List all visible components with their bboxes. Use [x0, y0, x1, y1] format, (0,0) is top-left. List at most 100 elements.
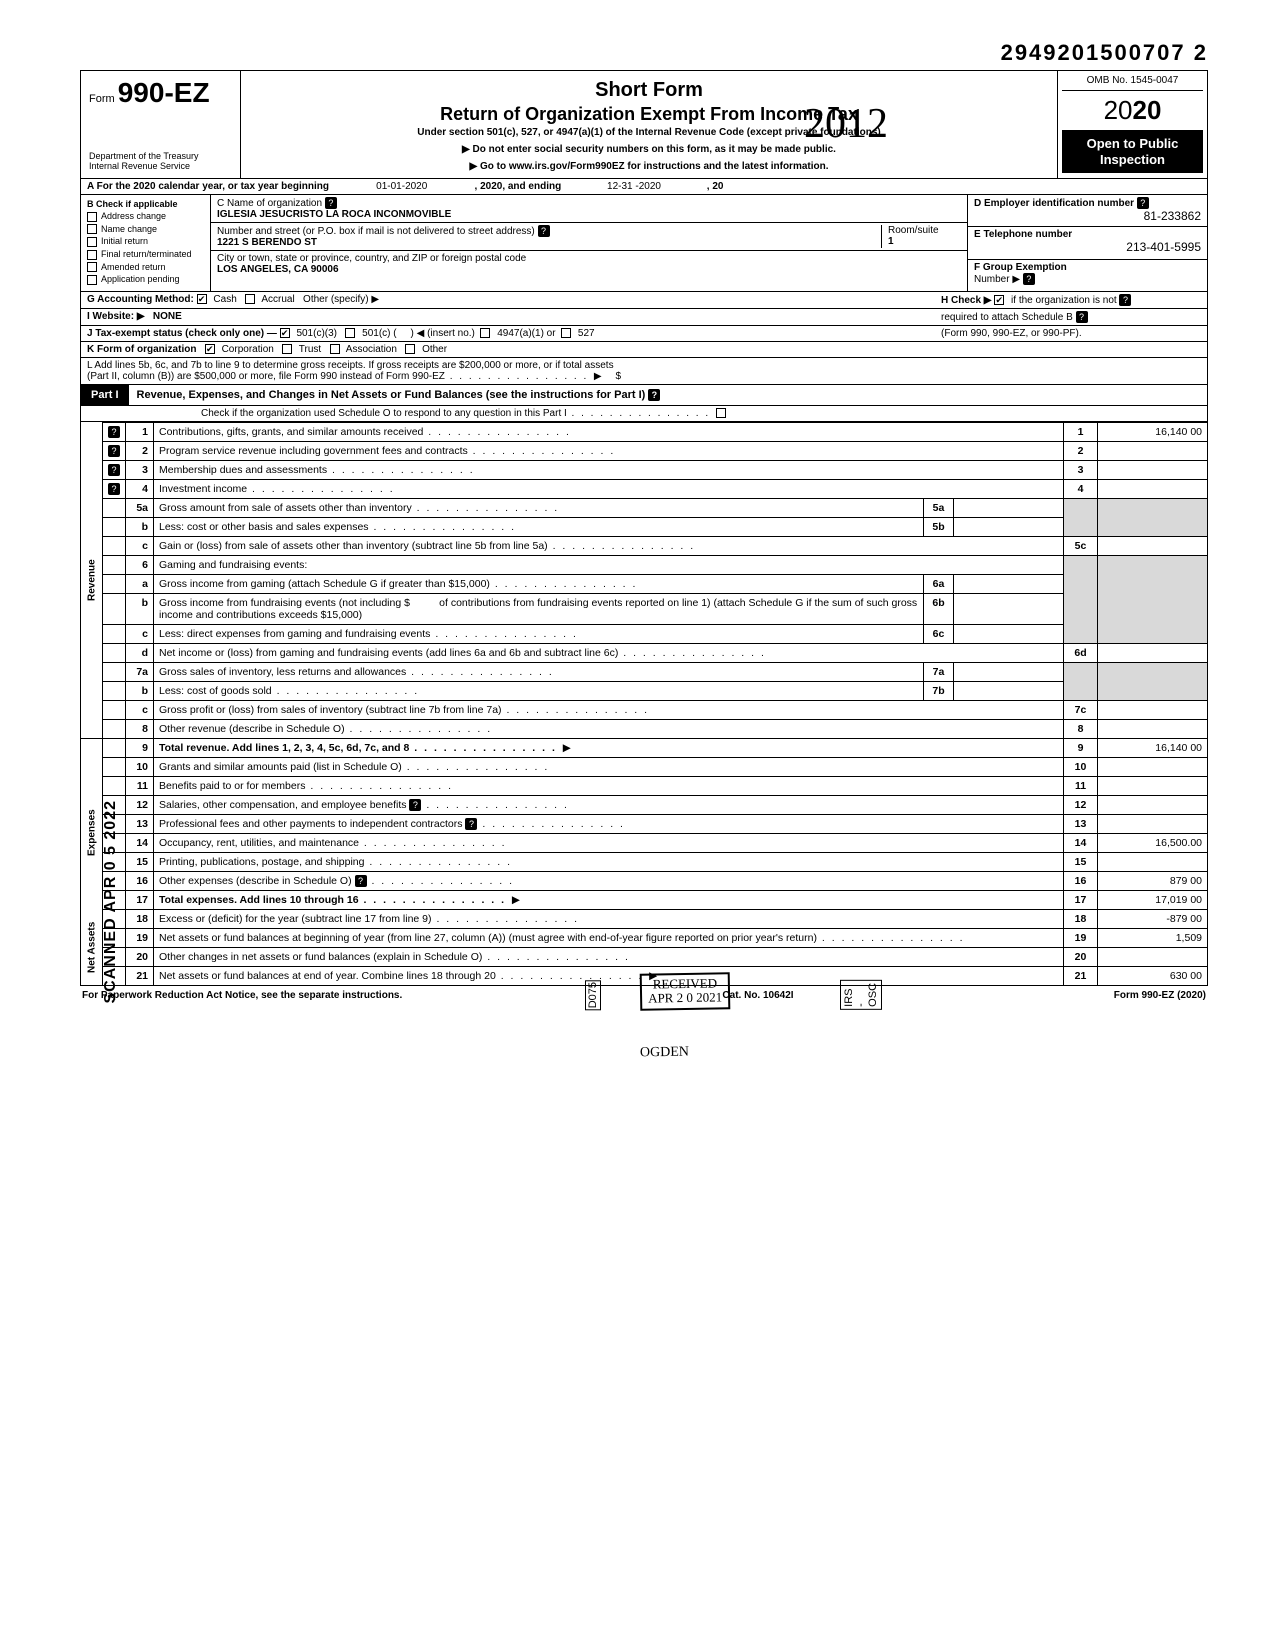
val-5a	[954, 498, 1064, 517]
amt-13	[1098, 814, 1208, 833]
line-6a: a Gross income from gaming (attach Sched…	[81, 574, 1208, 593]
help-icon: ?	[108, 426, 120, 438]
open-to-public: Open to Public Inspection	[1062, 130, 1203, 173]
line-7b: b Less: cost of goods sold 7b	[81, 681, 1208, 700]
received-stamp: RECEIVED APR 2 0 2021	[640, 972, 731, 1010]
ogden-stamp: OGDEN	[640, 1045, 689, 1062]
open1: Open to Public	[1064, 136, 1201, 152]
val-7a	[954, 662, 1064, 681]
chk-amended[interactable]: Amended return	[87, 262, 204, 273]
h-txt3: (Form 990, 990-EZ, or 990-PF).	[941, 328, 1082, 339]
e-lbl: E Telephone number	[974, 229, 1072, 240]
chk-trust[interactable]	[282, 344, 292, 354]
line-3: ? 3 Membership dues and assessments 3	[81, 460, 1208, 479]
line-6c: c Less: direct expenses from gaming and …	[81, 624, 1208, 643]
d-lbl: D Employer identification number	[974, 198, 1134, 209]
chk-501c[interactable]	[345, 328, 355, 338]
help-icon: ?	[465, 818, 477, 830]
open2: Inspection	[1064, 152, 1201, 168]
scanned-stamp: SCANNED APR 0 5 2022	[102, 800, 120, 1003]
header-right: OMB No. 1545-0047 2020 Open to Public In…	[1057, 71, 1207, 178]
help-icon: ?	[1137, 197, 1149, 209]
chk-initial[interactable]: Initial return	[87, 236, 204, 247]
help-icon: ?	[648, 389, 660, 401]
g-lbl: G Accounting Method:	[87, 294, 194, 305]
dept-block: Department of the Treasury Internal Reve…	[89, 152, 232, 172]
amt-12	[1098, 795, 1208, 814]
l-txt2: (Part II, column (B)) are $500,000 or mo…	[87, 371, 588, 382]
chk-schedule-o[interactable]	[716, 408, 726, 418]
row-i: I Website: ▶ NONE required to attach Sch…	[81, 309, 1207, 326]
line-20: 20 Other changes in net assets or fund b…	[81, 947, 1208, 966]
chk-name[interactable]: Name change	[87, 224, 204, 235]
amt-8	[1098, 719, 1208, 738]
line-12: 12 Salaries, other compensation, and emp…	[81, 795, 1208, 814]
val-6b	[954, 593, 1064, 624]
room-val: 1	[888, 236, 894, 247]
amt-17: 17,019 00	[1098, 890, 1208, 909]
title-return: Return of Organization Exempt From Incom…	[249, 104, 1049, 125]
side-netassets: Net Assets	[81, 909, 103, 985]
l-txt: L Add lines 5b, 6c, and 7b to line 9 to …	[87, 360, 614, 371]
row-a-tail: , 20	[707, 181, 724, 192]
addr-val: 1221 S BERENDO ST	[217, 237, 317, 248]
help-icon: ?	[355, 875, 367, 887]
amt-16: 879 00	[1098, 871, 1208, 890]
lines-table: Revenue ? 1 Contributions, gifts, grants…	[80, 422, 1208, 986]
val-6a	[954, 574, 1064, 593]
chk-assoc[interactable]	[330, 344, 340, 354]
row-city: City or town, state or province, country…	[211, 251, 967, 277]
col-def: D Employer identification number ? 81-23…	[967, 195, 1207, 291]
ein: 81-233862	[974, 209, 1201, 223]
chk-527[interactable]	[561, 328, 571, 338]
cell-f: F Group Exemption Number ▶ ?	[968, 260, 1207, 291]
line-5b: b Less: cost or other basis and sales ex…	[81, 517, 1208, 536]
line-2: ? 2 Program service revenue including go…	[81, 441, 1208, 460]
footer-right: Form 990-EZ (2020)	[1114, 990, 1206, 1001]
chk-cash[interactable]: ✔	[197, 294, 207, 304]
cell-e: E Telephone number 213-401-5995	[968, 227, 1207, 259]
amt-9: 16,140 00	[1098, 738, 1208, 757]
period-begin: 01-01-2020	[332, 181, 472, 192]
amt-4	[1098, 479, 1208, 498]
chk-4947[interactable]	[480, 328, 490, 338]
chk-pending[interactable]: Application pending	[87, 274, 204, 285]
col-b-hdr: B Check if applicable	[87, 199, 204, 209]
amt-2	[1098, 441, 1208, 460]
year-bold: 20	[1133, 95, 1162, 125]
i-lbl: I Website: ▶	[87, 311, 145, 322]
val-6c	[954, 624, 1064, 643]
amt-11	[1098, 776, 1208, 795]
amt-6d	[1098, 643, 1208, 662]
help-icon: ?	[538, 225, 550, 237]
footer-left: For Paperwork Reduction Act Notice, see …	[82, 990, 402, 1001]
amt-20	[1098, 947, 1208, 966]
row-k: K Form of organization ✔ Corporation Tru…	[81, 342, 1207, 358]
chk-accrual[interactable]	[245, 294, 255, 304]
amt-18: -879 00	[1098, 909, 1208, 928]
line-16: 16 Other expenses (describe in Schedule …	[81, 871, 1208, 890]
chk-corp[interactable]: ✔	[205, 344, 215, 354]
chk-address[interactable]: Address change	[87, 211, 204, 222]
chk-other[interactable]	[405, 344, 415, 354]
amt-1: 16,140 00	[1098, 422, 1208, 441]
chk-final[interactable]: Final return/terminated	[87, 249, 204, 260]
row-a: A For the 2020 calendar year, or tax yea…	[80, 179, 1208, 195]
handwritten-year: 2012	[804, 100, 888, 148]
header-left: Form 990-EZ Department of the Treasury I…	[81, 71, 241, 178]
chk-h[interactable]: ✔	[994, 295, 1004, 305]
line-6: 6 Gaming and fundraising events:	[81, 555, 1208, 574]
help-icon: ?	[108, 483, 120, 495]
val-5b	[954, 517, 1064, 536]
row-a-left: A For the 2020 calendar year, or tax yea…	[87, 181, 329, 192]
line-4: ? 4 Investment income 4	[81, 479, 1208, 498]
line-14: 14 Occupancy, rent, utilities, and maint…	[81, 833, 1208, 852]
side-expenses: Expenses	[81, 757, 103, 909]
part1-title: Revenue, Expenses, and Changes in Net As…	[129, 385, 1207, 405]
amt-7c	[1098, 700, 1208, 719]
help-icon: ?	[1023, 273, 1035, 285]
irs-osc-stamp: IRS - OSC	[840, 980, 882, 1010]
room-suite: Room/suite 1	[881, 225, 961, 248]
row-a-text: A For the 2020 calendar year, or tax yea…	[87, 181, 1201, 192]
chk-501c3[interactable]: ✔	[280, 328, 290, 338]
